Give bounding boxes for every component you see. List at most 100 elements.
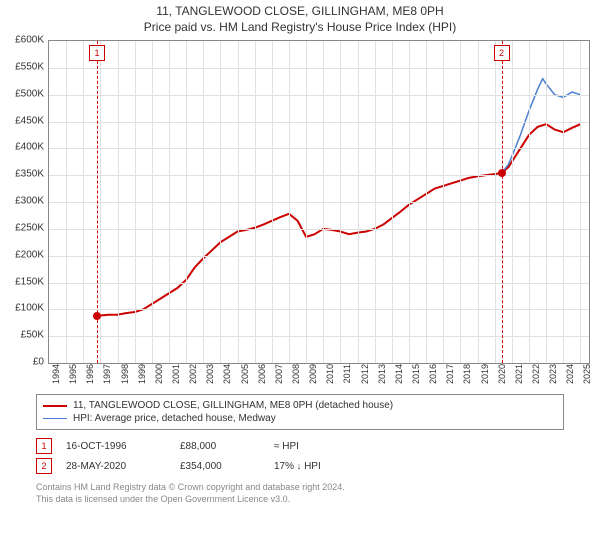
- legend-label-property: 11, TANGLEWOOD CLOSE, GILLINGHAM, ME8 0P…: [73, 400, 393, 411]
- table-row: 2 28-MAY-2020 £354,000 17% ↓ HPI: [36, 456, 564, 476]
- price-marker-dot: [498, 169, 506, 177]
- x-tick-label: 1998: [120, 364, 130, 394]
- row-date-2: 28-MAY-2020: [66, 461, 166, 472]
- row-change-1: ≈ HPI: [274, 441, 334, 452]
- legend-swatch-hpi: [43, 418, 67, 419]
- x-tick-label: 2019: [480, 364, 490, 394]
- gridline-v: [375, 41, 376, 363]
- price-marker-dot: [93, 312, 101, 320]
- price-table: 1 16-OCT-1996 £88,000 ≈ HPI 2 28-MAY-202…: [36, 436, 564, 476]
- x-tick-label: 2007: [274, 364, 284, 394]
- row-marker-2: 2: [36, 458, 52, 474]
- legend-item-hpi: HPI: Average price, detached house, Medw…: [43, 412, 557, 425]
- gridline-h: [49, 309, 589, 310]
- gridline-v: [306, 41, 307, 363]
- gridline-v: [203, 41, 204, 363]
- event-vline: [502, 41, 503, 363]
- gridline-v: [83, 41, 84, 363]
- chart-titles: 11, TANGLEWOOD CLOSE, GILLINGHAM, ME8 0P…: [0, 0, 600, 34]
- plot-area: 12: [48, 40, 590, 364]
- gridline-v: [289, 41, 290, 363]
- gridline-v: [323, 41, 324, 363]
- x-tick-label: 2017: [445, 364, 455, 394]
- x-tick-label: 2023: [548, 364, 558, 394]
- gridline-v: [563, 41, 564, 363]
- footnote-line1: Contains HM Land Registry data © Crown c…: [36, 482, 564, 494]
- gridline-v: [220, 41, 221, 363]
- y-tick-label: £300K: [0, 196, 44, 207]
- gridline-v: [135, 41, 136, 363]
- gridline-h: [49, 95, 589, 96]
- row-change-2: 17% ↓ HPI: [274, 461, 334, 472]
- y-tick-label: £50K: [0, 330, 44, 341]
- x-tick-label: 2008: [291, 364, 301, 394]
- legend-item-property: 11, TANGLEWOOD CLOSE, GILLINGHAM, ME8 0P…: [43, 399, 557, 412]
- gridline-v: [460, 41, 461, 363]
- gridline-v: [358, 41, 359, 363]
- gridline-v: [152, 41, 153, 363]
- y-tick-label: £450K: [0, 115, 44, 126]
- gridline-v: [426, 41, 427, 363]
- y-tick-label: £550K: [0, 61, 44, 72]
- x-tick-label: 1997: [102, 364, 112, 394]
- x-tick-label: 1996: [85, 364, 95, 394]
- x-tick-label: 2000: [154, 364, 164, 394]
- x-tick-label: 2025: [582, 364, 592, 394]
- gridline-v: [118, 41, 119, 363]
- chart-area: £0£50K£100K£150K£200K£250K£300K£350K£400…: [0, 34, 600, 394]
- row-price-2: £354,000: [180, 461, 260, 472]
- row-marker-1: 1: [36, 438, 52, 454]
- bottom-section: 11, TANGLEWOOD CLOSE, GILLINGHAM, ME8 0P…: [0, 394, 600, 505]
- legend-box: 11, TANGLEWOOD CLOSE, GILLINGHAM, ME8 0P…: [36, 394, 564, 430]
- gridline-v: [66, 41, 67, 363]
- x-tick-label: 2014: [394, 364, 404, 394]
- arrow-down-icon: ↓: [297, 461, 302, 471]
- gridline-v: [495, 41, 496, 363]
- x-tick-label: 2015: [411, 364, 421, 394]
- gridline-v: [186, 41, 187, 363]
- gridline-v: [392, 41, 393, 363]
- gridline-v: [409, 41, 410, 363]
- x-tick-label: 2021: [514, 364, 524, 394]
- gridline-h: [49, 175, 589, 176]
- x-tick-label: 2005: [240, 364, 250, 394]
- table-row: 1 16-OCT-1996 £88,000 ≈ HPI: [36, 436, 564, 456]
- row-date-1: 16-OCT-1996: [66, 441, 166, 452]
- gridline-v: [512, 41, 513, 363]
- gridline-h: [49, 148, 589, 149]
- y-tick-label: £200K: [0, 249, 44, 260]
- footnote: Contains HM Land Registry data © Crown c…: [36, 482, 564, 505]
- price-marker-label: 1: [89, 45, 105, 61]
- x-tick-label: 2009: [308, 364, 318, 394]
- gridline-h: [49, 283, 589, 284]
- gridline-v: [580, 41, 581, 363]
- title-subtitle: Price paid vs. HM Land Registry's House …: [0, 20, 600, 34]
- x-tick-label: 2010: [325, 364, 335, 394]
- y-tick-label: £250K: [0, 222, 44, 233]
- x-tick-label: 2022: [531, 364, 541, 394]
- y-tick-label: £350K: [0, 169, 44, 180]
- y-tick-label: £0: [0, 357, 44, 368]
- y-tick-label: £500K: [0, 88, 44, 99]
- x-tick-label: 2004: [222, 364, 232, 394]
- x-tick-label: 2016: [428, 364, 438, 394]
- y-tick-label: £400K: [0, 142, 44, 153]
- gridline-v: [478, 41, 479, 363]
- x-tick-label: 2013: [377, 364, 387, 394]
- x-tick-label: 1994: [51, 364, 61, 394]
- y-tick-label: £100K: [0, 303, 44, 314]
- x-tick-label: 2018: [462, 364, 472, 394]
- footnote-line2: This data is licensed under the Open Gov…: [36, 494, 564, 506]
- x-tick-label: 2002: [188, 364, 198, 394]
- gridline-v: [443, 41, 444, 363]
- gridline-v: [529, 41, 530, 363]
- gridline-h: [49, 256, 589, 257]
- x-tick-label: 2006: [257, 364, 267, 394]
- gridline-v: [546, 41, 547, 363]
- gridline-v: [238, 41, 239, 363]
- row-price-1: £88,000: [180, 441, 260, 452]
- gridline-h: [49, 122, 589, 123]
- x-tick-label: 1995: [68, 364, 78, 394]
- x-tick-label: 1999: [137, 364, 147, 394]
- gridline-h: [49, 229, 589, 230]
